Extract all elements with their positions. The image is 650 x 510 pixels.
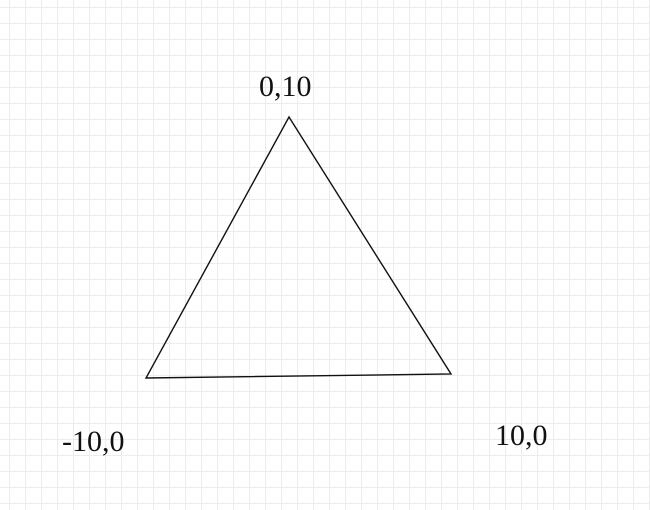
vertex-label-right: 10,0 <box>495 419 548 452</box>
triangle-outline <box>144 115 453 379</box>
vertex-label-top: 0,10 <box>259 70 312 103</box>
vertex-label-left: -10,0 <box>62 425 125 458</box>
